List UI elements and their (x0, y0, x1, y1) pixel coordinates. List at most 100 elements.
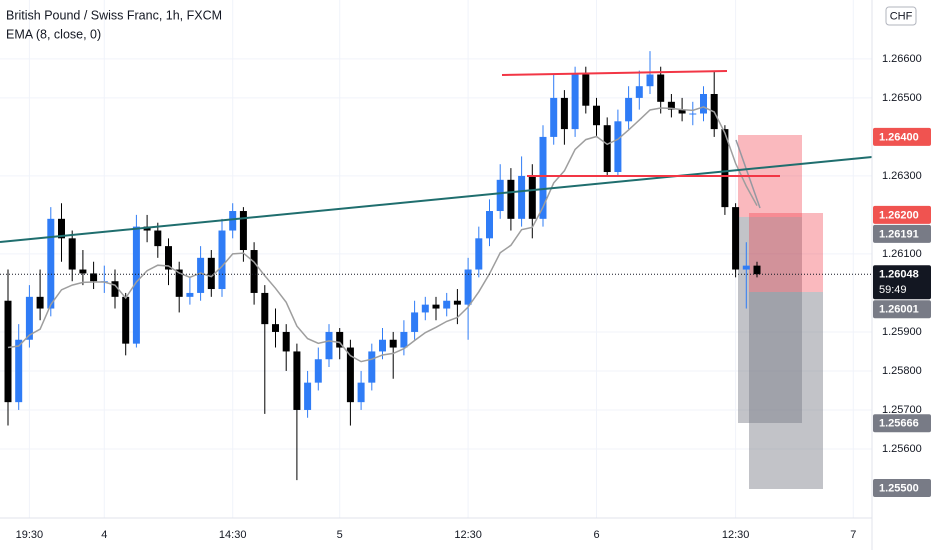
candle-body (560, 97, 568, 130)
candle-body (528, 175, 536, 219)
candle-body (625, 97, 633, 122)
candle-body (261, 292, 269, 325)
candle-body (186, 292, 194, 297)
price-label: 1.26400 (879, 131, 919, 143)
candle-body (336, 331, 344, 348)
candle-body (593, 105, 600, 126)
x-tick-label: 4 (101, 529, 107, 541)
candle-body (453, 300, 461, 305)
target-zone[interactable] (738, 217, 802, 423)
candle-body (325, 331, 333, 360)
candle-body (15, 339, 23, 403)
x-tick-label: 5 (337, 529, 343, 541)
price-label-box (873, 265, 931, 300)
candle-body (667, 101, 675, 110)
chart-title: British Pound / Swiss Franc, 1h, FXCM (6, 8, 222, 22)
price-label: 1.25500 (879, 482, 919, 494)
candle-body (614, 121, 622, 173)
price-label: 1.25666 (879, 418, 919, 430)
y-tick-label: 1.26100 (882, 248, 922, 260)
candle-body (464, 269, 472, 305)
candle-body (657, 74, 665, 102)
candle-body (753, 265, 761, 275)
price-label: 1.26200 (879, 209, 919, 221)
candle-body (411, 312, 419, 332)
candle-body (689, 113, 697, 115)
ema-line (7, 106, 758, 363)
candle-body (58, 218, 65, 239)
position-line (735, 139, 761, 209)
price-label-box (873, 205, 931, 224)
x-tick-label: 6 (593, 529, 599, 541)
candle-body (368, 351, 376, 383)
x-tick-label: 12:30 (722, 529, 750, 541)
candle-body (154, 230, 162, 247)
candle-body (742, 265, 750, 270)
candle-body (293, 351, 301, 410)
candle-body (36, 296, 44, 309)
x-tick-label: 12:30 (454, 529, 482, 541)
candle-body (678, 109, 686, 114)
candle-body (272, 324, 279, 332)
candle-body (68, 238, 76, 270)
candle-body (635, 86, 643, 98)
candle-body (4, 300, 12, 403)
candle-body (175, 269, 183, 297)
candle-body (282, 331, 290, 352)
y-tick-label: 1.26300 (882, 170, 922, 182)
candle-body (486, 211, 493, 239)
price-label: 1.26001 (879, 304, 919, 316)
candle-body (421, 304, 429, 313)
candle-body (475, 238, 483, 270)
candle-body (700, 94, 707, 114)
candle-body (229, 211, 237, 231)
candle-body (314, 359, 322, 383)
candle-body (389, 339, 397, 348)
trend-line[interactable] (0, 156, 873, 243)
candle-body (518, 175, 526, 219)
candle-body (379, 339, 386, 352)
candle-body (732, 207, 740, 270)
candle-body (582, 74, 590, 106)
y-tick-label: 1.25800 (882, 365, 922, 377)
price-label-box (873, 127, 931, 146)
candle-body (47, 218, 55, 309)
candle-body (132, 226, 140, 344)
x-tick-label: 19:30 (16, 529, 44, 541)
price-label: 1.26048 (879, 269, 919, 281)
candle-body (122, 296, 130, 344)
y-tick-label: 1.25900 (882, 326, 922, 338)
y-tick-label: 1.26600 (882, 53, 922, 65)
candle-body (111, 281, 119, 297)
candle-body (250, 250, 258, 293)
candle-body (400, 331, 408, 348)
candle-body (25, 296, 33, 340)
candle-body (357, 382, 365, 403)
candle-body (646, 74, 654, 87)
candle-body (346, 347, 354, 403)
resistance-line[interactable] (501, 70, 728, 76)
candle-body (603, 125, 611, 173)
candle-body (507, 179, 515, 219)
price-label-box (873, 414, 931, 433)
y-tick-label: 1.25600 (882, 443, 922, 455)
plot-area (0, 51, 872, 481)
currency-label: CHF (890, 10, 913, 22)
countdown-label: 59:49 (879, 284, 907, 296)
y-tick-label: 1.26500 (882, 92, 922, 104)
stop-zone[interactable] (749, 213, 823, 292)
candle-body (539, 136, 547, 219)
x-tick-label: 7 (850, 529, 856, 541)
candle-body (432, 304, 440, 309)
price-label-box (873, 478, 931, 497)
candle-body (721, 129, 729, 208)
price-label-box (873, 224, 931, 243)
currency-badge[interactable] (885, 6, 917, 26)
candle-body (197, 257, 205, 293)
target-zone[interactable] (749, 292, 823, 489)
candle-body (207, 257, 215, 290)
candle-body (90, 273, 98, 282)
price-label: 1.26191 (879, 228, 919, 240)
candle-body (165, 246, 172, 270)
